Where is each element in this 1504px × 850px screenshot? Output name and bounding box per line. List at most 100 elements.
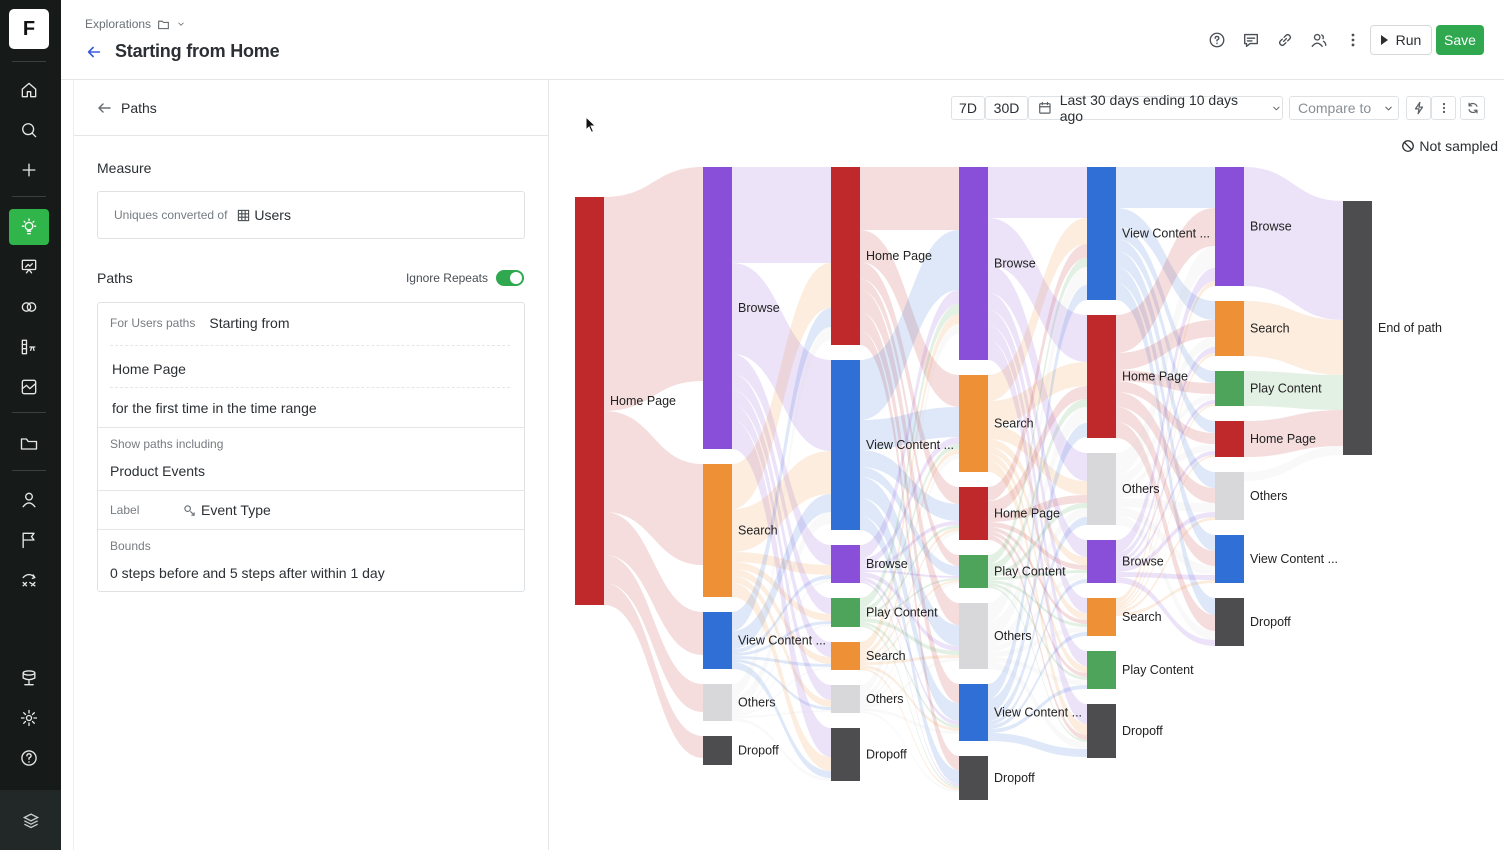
sankey-link[interactable] — [860, 516, 959, 784]
sankey-link[interactable] — [988, 517, 1087, 721]
sankey-node-s5-search[interactable] — [1215, 301, 1244, 356]
measure-box[interactable]: Uniques converted of Users — [97, 191, 525, 239]
sankey-link[interactable] — [860, 167, 959, 230]
sankey-link[interactable] — [1116, 251, 1215, 488]
bounds-value[interactable]: 0 steps before and 5 steps after within … — [110, 565, 385, 581]
sankey-link[interactable] — [1116, 337, 1215, 485]
sankey-link[interactable] — [604, 583, 703, 758]
sankey-link[interactable] — [732, 451, 831, 552]
sankey-link[interactable] — [732, 562, 831, 621]
sankey-link[interactable] — [1116, 246, 1215, 475]
sankey-link[interactable] — [1116, 370, 1215, 394]
nav-flag-icon[interactable] — [9, 522, 49, 558]
save-button[interactable]: Save — [1436, 25, 1484, 55]
sankey-link[interactable] — [1116, 394, 1215, 491]
sankey-link[interactable] — [860, 450, 959, 521]
share-users-icon[interactable] — [1308, 27, 1330, 53]
sankey-node-s1-dropoff[interactable] — [703, 736, 732, 765]
sankey-link[interactable] — [860, 582, 959, 705]
sankey-link[interactable] — [860, 655, 959, 665]
panel-back-header[interactable]: Paths — [74, 80, 548, 136]
sankey-link[interactable] — [1116, 227, 1215, 383]
sankey-node-s5-view[interactable] — [1215, 535, 1244, 583]
sankey-link[interactable] — [1116, 498, 1215, 512]
sankey-link[interactable] — [988, 267, 1087, 621]
sankey-node-s3-others[interactable] — [959, 603, 988, 669]
sankey-link[interactable] — [860, 708, 959, 734]
link-icon[interactable] — [1274, 27, 1296, 53]
sankey-link[interactable] — [732, 662, 831, 778]
sankey-link[interactable] — [732, 621, 831, 656]
sankey-link[interactable] — [988, 662, 1087, 749]
sankey-link[interactable] — [988, 454, 1087, 673]
sankey-node-s4-browse[interactable] — [1087, 540, 1116, 583]
sankey-link[interactable] — [732, 659, 831, 710]
sankey-link[interactable] — [860, 290, 959, 625]
sankey-link[interactable] — [732, 569, 831, 664]
sankey-node-s2-dropoff[interactable] — [831, 728, 860, 781]
sankey-link[interactable] — [732, 327, 831, 697]
sankey-link[interactable] — [732, 656, 831, 667]
sankey-node-s3-play[interactable] — [959, 555, 988, 588]
sankey-node-s1-browse[interactable] — [703, 167, 732, 449]
sankey-link[interactable] — [1116, 268, 1215, 553]
sankey-link[interactable] — [732, 710, 831, 718]
sankey-link[interactable] — [1116, 512, 1215, 572]
sankey-link[interactable] — [604, 512, 703, 655]
sankey-link[interactable] — [1244, 167, 1343, 320]
sankey-link[interactable] — [732, 167, 831, 263]
sankey-node-s5-others[interactable] — [1215, 472, 1244, 520]
sankey-link[interactable] — [732, 583, 831, 771]
sankey-link[interactable] — [1244, 446, 1343, 481]
sankey-link[interactable] — [1116, 572, 1215, 580]
sankey-link[interactable] — [1244, 410, 1343, 457]
sankey-link[interactable] — [860, 449, 959, 657]
sankey-node-s4-home[interactable] — [1087, 315, 1116, 438]
sankey-link[interactable] — [988, 423, 1087, 713]
sankey-link[interactable] — [860, 572, 959, 651]
sankey-link[interactable] — [860, 580, 959, 662]
sankey-node-s4-view[interactable] — [1087, 167, 1116, 300]
sankey-node-s4-dropoff[interactable] — [1087, 704, 1116, 758]
sankey-link[interactable] — [988, 362, 1087, 425]
sankey-link[interactable] — [732, 390, 831, 657]
sankey-link[interactable] — [988, 627, 1087, 657]
starting-from-select[interactable]: Starting from — [209, 315, 290, 331]
sankey-link[interactable] — [732, 420, 831, 757]
sankey-node-s6-end[interactable] — [1343, 201, 1372, 455]
sankey-link[interactable] — [860, 711, 959, 792]
nav-explorations-bulb-icon[interactable] — [9, 209, 49, 245]
sankey-link[interactable] — [988, 733, 1087, 757]
sankey-link[interactable] — [988, 527, 1087, 624]
sankey-link[interactable] — [988, 439, 1087, 565]
sankey-link[interactable] — [988, 579, 1087, 725]
sankey-link[interactable] — [860, 324, 959, 695]
sankey-link[interactable] — [860, 467, 959, 576]
comment-icon[interactable] — [1240, 27, 1262, 53]
brand-logo-icon[interactable] — [0, 790, 61, 850]
sankey-link[interactable] — [732, 576, 831, 707]
sankey-link[interactable] — [988, 399, 1087, 572]
page-title[interactable]: Starting from Home — [115, 41, 280, 61]
sankey-link[interactable] — [1116, 517, 1215, 613]
help-icon[interactable] — [1206, 27, 1228, 53]
sankey-link[interactable] — [1116, 455, 1215, 610]
sankey-link[interactable] — [988, 293, 1087, 557]
nav-reports-icon[interactable] — [9, 369, 49, 405]
nav-add-icon[interactable] — [9, 152, 49, 188]
sankey-link[interactable] — [988, 632, 1087, 729]
show-paths-value[interactable]: Product Events — [110, 463, 205, 479]
sankey-node-s3-browse[interactable] — [959, 167, 988, 360]
sankey-link[interactable] — [860, 314, 959, 652]
nav-metrics-icon[interactable] — [9, 329, 49, 365]
sankey-link[interactable] — [860, 531, 959, 703]
date-range-picker[interactable]: Last 30 days ending 10 days ago — [1028, 92, 1283, 124]
sankey-node-s3-view[interactable] — [959, 684, 988, 741]
sankey-link[interactable] — [860, 262, 959, 504]
sankey-link[interactable] — [732, 552, 831, 575]
sankey-node-s5-home[interactable] — [1215, 421, 1244, 457]
sankey-link[interactable] — [1116, 239, 1215, 433]
sankey-link[interactable] — [988, 685, 1087, 733]
sankey-node-s4-play[interactable] — [1087, 651, 1116, 689]
sankey-link[interactable] — [1116, 381, 1215, 444]
